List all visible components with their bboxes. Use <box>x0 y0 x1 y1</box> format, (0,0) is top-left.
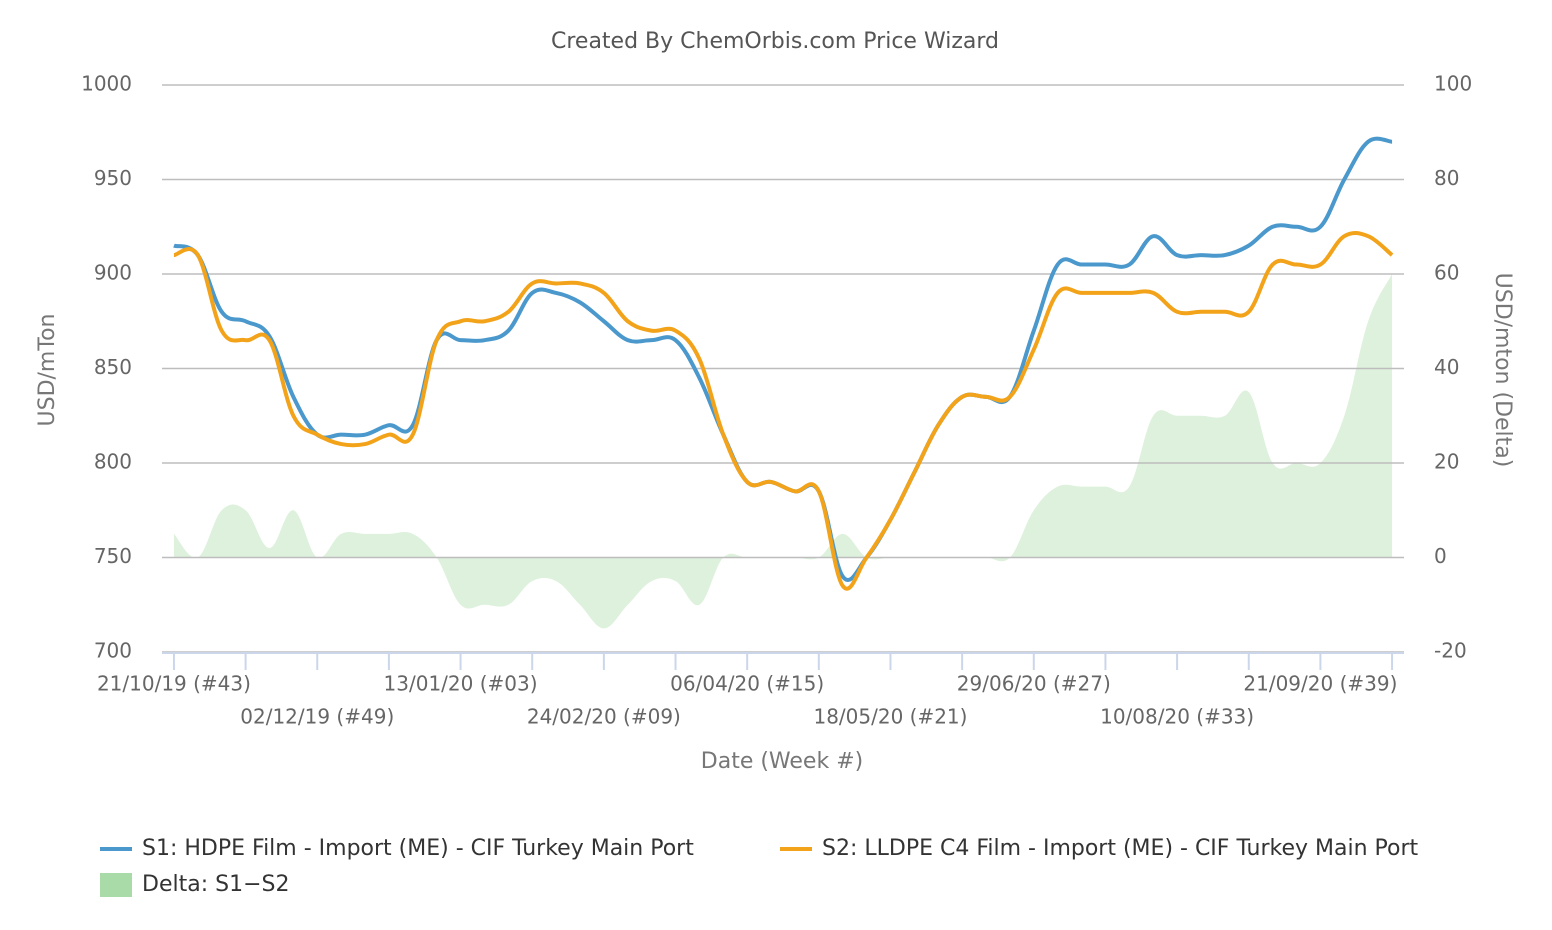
y2-tick-label: 80 <box>1434 166 1459 190</box>
x-tick-label: 21/09/20 (#39) <box>1243 672 1397 696</box>
legend-label: S1: HDPE Film - Import (ME) - CIF Turkey… <box>142 836 694 861</box>
chart-title: Created By ChemOrbis.com Price Wizard <box>551 29 999 54</box>
x-tick-label: 10/08/20 (#33) <box>1100 705 1254 729</box>
x-tick-label: 18/05/20 (#21) <box>813 705 967 729</box>
y-tick-label: 700 <box>94 639 132 663</box>
x-axis-title: Date (Week #) <box>701 749 863 774</box>
legend-label: S2: LLDPE C4 Film - Import (ME) - CIF Tu… <box>822 836 1419 861</box>
y2-tick-label: 40 <box>1434 355 1459 379</box>
legend-swatch <box>100 873 132 897</box>
y-axis-title: USD/mTon <box>35 314 60 427</box>
legend-label: Delta: S1−S2 <box>142 872 289 897</box>
delta-area <box>173 274 1393 629</box>
y2-tick-label: 0 <box>1434 544 1447 568</box>
y2-tick-label: 60 <box>1434 261 1459 285</box>
y2-axis-title: USD/mton (Delta) <box>1490 273 1515 468</box>
y2-tick-label: -20 <box>1434 639 1467 663</box>
x-tick-label: 02/12/19 (#49) <box>240 705 394 729</box>
x-tick-label: 06/04/20 (#15) <box>670 672 824 696</box>
x-tick-label: 29/06/20 (#27) <box>957 672 1111 696</box>
y-tick-label: 950 <box>94 166 132 190</box>
x-tick-label: 21/10/19 (#43) <box>97 672 251 696</box>
y-tick-label: 1000 <box>81 72 132 96</box>
x-tick-label: 24/02/20 (#09) <box>527 705 681 729</box>
x-tick-label: 13/01/20 (#03) <box>384 672 538 696</box>
y-tick-label: 850 <box>94 355 132 379</box>
grid <box>162 84 1404 653</box>
y2-tick-label: 20 <box>1434 450 1459 474</box>
series-line <box>173 231 1394 591</box>
y2-tick-label: 100 <box>1434 72 1472 96</box>
y-tick-label: 750 <box>94 544 132 568</box>
y-tick-label: 800 <box>94 450 132 474</box>
areas <box>173 274 1393 629</box>
y-tick-label: 900 <box>94 261 132 285</box>
lines <box>173 136 1394 591</box>
